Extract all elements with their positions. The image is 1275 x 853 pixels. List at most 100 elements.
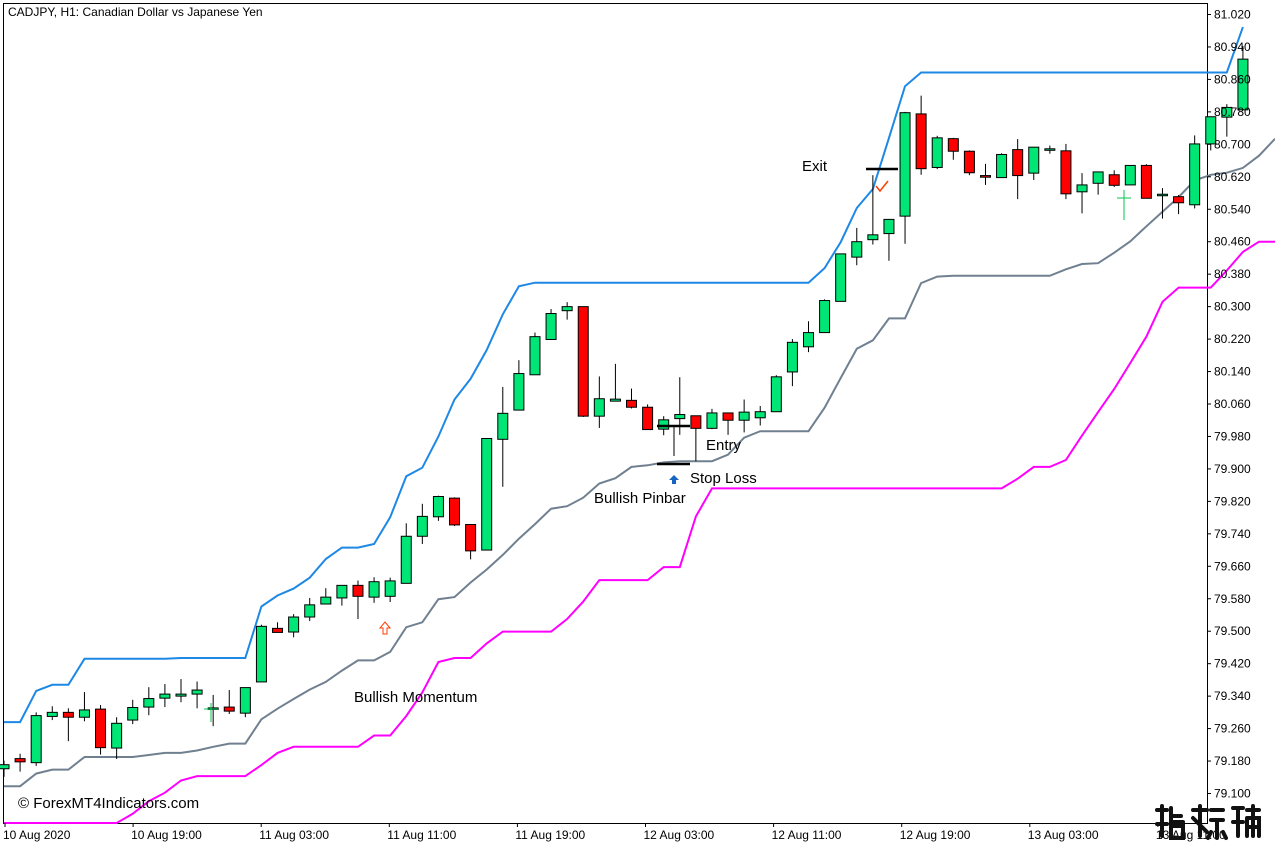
x-tick-label: 12 Aug 19:00: [900, 828, 971, 842]
stop-loss-label: Stop Loss: [690, 470, 757, 487]
candle: [947, 137, 959, 160]
candle: [770, 375, 782, 413]
candle: [786, 339, 798, 387]
candle-body: [62, 711, 74, 718]
candle: [223, 690, 235, 714]
candle-body: [239, 687, 251, 714]
exit-label: Exit: [802, 158, 828, 175]
candle-body: [111, 722, 123, 749]
candle: [803, 321, 814, 353]
y-tick-label: 79.180: [1214, 754, 1251, 768]
candle-body: [577, 306, 589, 417]
candle: [609, 363, 621, 402]
candle-body: [979, 175, 991, 178]
candle-body: [803, 332, 814, 348]
candle: [416, 503, 428, 544]
candle: [1140, 164, 1152, 199]
candle-body: [143, 698, 155, 708]
candle: [1044, 145, 1056, 154]
candle: [159, 683, 171, 708]
candle: [577, 306, 589, 417]
candle: [1189, 135, 1201, 209]
candle: [1237, 46, 1249, 111]
candle-body: [497, 412, 509, 440]
candle-body: [78, 709, 90, 718]
candle: [78, 692, 90, 722]
candle: [706, 408, 718, 430]
candle-body: [400, 535, 412, 584]
y-tick-label: 79.980: [1214, 429, 1251, 443]
candle: [352, 580, 364, 620]
candle: [239, 687, 251, 718]
candle-body: [915, 113, 927, 170]
candle: [738, 399, 750, 433]
candle-body: [14, 758, 26, 763]
y-tick-label: 79.740: [1214, 527, 1251, 541]
candle-body: [159, 693, 171, 699]
candle-body: [513, 373, 525, 411]
y-tick-label: 80.940: [1214, 40, 1251, 54]
candle-body: [368, 581, 380, 598]
candle-body: [674, 414, 686, 420]
bullish-pinbar-label: Bullish Pinbar: [594, 490, 686, 507]
candle: [288, 614, 300, 638]
candle-body: [786, 341, 798, 373]
price-axis: 81.020 80.940 80.860 80.780 80.700 80.620 80.5…: [1207, 8, 1251, 801]
candle: [481, 437, 493, 551]
y-tick-label: 79.900: [1214, 462, 1251, 476]
candle: [127, 699, 139, 725]
candle: [754, 406, 766, 426]
candle-body: [529, 336, 541, 376]
candle-body: [384, 580, 396, 597]
candle: [915, 95, 927, 175]
candle: [593, 376, 605, 428]
candle-body: [465, 524, 477, 552]
candle: [320, 588, 332, 605]
candle: [529, 332, 541, 376]
candle-body: [191, 689, 203, 695]
candle: [545, 309, 557, 340]
candle-body: [947, 138, 959, 152]
candle-body: [690, 415, 702, 429]
y-tick-label: 80.700: [1214, 137, 1251, 151]
candle: [1092, 171, 1104, 195]
candle: [690, 415, 702, 462]
candle: [175, 679, 187, 703]
candle: [465, 524, 477, 560]
candle: [497, 386, 509, 487]
candle: [255, 624, 267, 683]
x-tick-label: 11 Aug 19:00: [515, 828, 585, 842]
y-tick-label: 80.460: [1214, 235, 1251, 249]
candle: [191, 681, 203, 709]
candle: [0, 760, 10, 777]
candle-body: [481, 437, 493, 551]
bullish-momentum-label: Bullish Momentum: [354, 689, 477, 706]
y-tick-label: 80.300: [1214, 300, 1251, 314]
candle-body: [996, 153, 1008, 179]
y-tick-label: 79.420: [1214, 657, 1251, 671]
candle-body: [770, 376, 782, 413]
candle-body: [320, 596, 332, 605]
candle: [819, 299, 831, 334]
candle-body: [738, 411, 750, 421]
candle-body: [30, 715, 42, 764]
candle-body: [754, 411, 766, 419]
candle-body: [95, 708, 107, 749]
candle: [368, 577, 380, 603]
x-tick-label: 12 Aug 03:00: [644, 828, 715, 842]
candle-body: [706, 412, 718, 429]
candle-body: [851, 241, 863, 258]
y-tick-label: 79.260: [1214, 722, 1251, 736]
lower-band-line: [4, 240, 1275, 824]
y-tick-label: 80.380: [1214, 267, 1251, 281]
candle: [626, 388, 638, 409]
candle: [1108, 170, 1120, 187]
x-tick-label: 10 Aug 19:00: [131, 828, 202, 842]
x-tick-label: 12 Aug 11:00: [772, 828, 842, 842]
y-tick-label: 80.140: [1214, 365, 1251, 379]
candle-body: [561, 306, 573, 312]
candle-body: [642, 406, 654, 431]
candle-body: [835, 253, 847, 302]
candle-body: [352, 584, 364, 597]
candle: [963, 150, 975, 176]
